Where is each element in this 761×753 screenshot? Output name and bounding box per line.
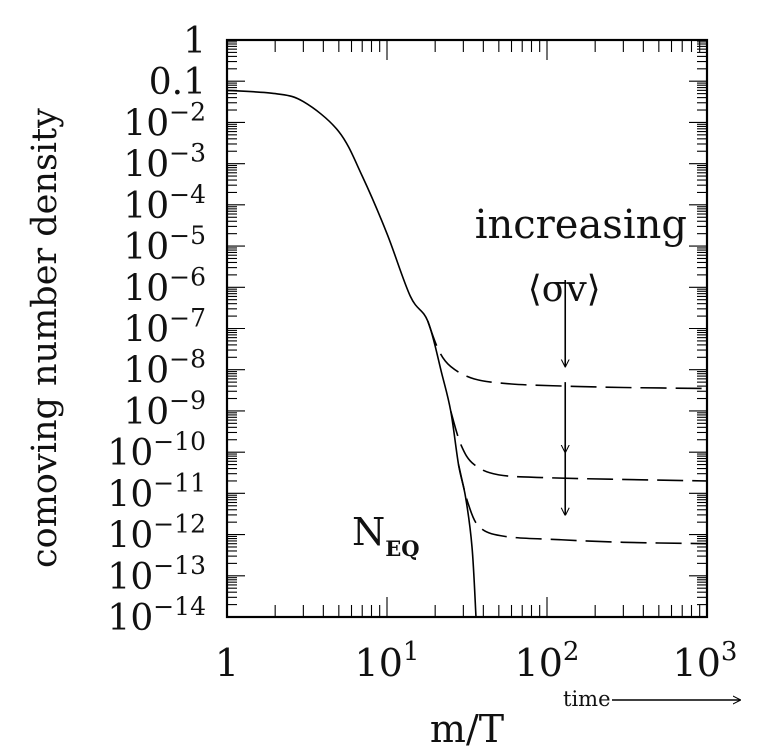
y-tick-label: 10−5 xyxy=(123,221,206,268)
y-tick-label: 10−9 xyxy=(123,386,206,433)
x-axis-label: m/T xyxy=(430,707,504,751)
neq-label: NEQ xyxy=(352,510,420,561)
x-tick-labels: 1 101 102 103 xyxy=(215,637,738,685)
y-tick-label: 10−7 xyxy=(123,304,206,351)
sigma-v-label: ⟨σv⟩ xyxy=(528,269,601,310)
y-tick-label: 10−2 xyxy=(123,97,206,144)
x-tick-label: 101 xyxy=(355,637,420,685)
y-tick-label: 10−12 xyxy=(107,510,206,557)
y-tick-label: 1 xyxy=(183,21,206,62)
y-tick-label: 10−6 xyxy=(123,262,206,309)
y-tick-label: 10−8 xyxy=(123,345,206,392)
equilibrium-curve xyxy=(226,89,477,618)
y-tick-label: 0.1 xyxy=(149,62,206,103)
x-tick-label: 103 xyxy=(673,637,738,685)
freeze-out-curve-2 xyxy=(449,410,708,482)
annotation-group: increasing ⟨σv⟩ NEQ xyxy=(352,202,687,561)
y-tick-label: 10−11 xyxy=(107,468,206,515)
y-tick-label: 10−14 xyxy=(107,592,206,639)
freeze-out-curve-1 xyxy=(427,320,708,390)
y-minor-ticks xyxy=(227,41,707,618)
y-tick-label: 10−10 xyxy=(107,427,206,474)
y-tick-label: 10−13 xyxy=(107,551,206,598)
time-label: time xyxy=(563,687,611,711)
x-tick-label: 102 xyxy=(515,637,580,685)
y-tick-label: 10−3 xyxy=(123,139,206,186)
increasing-label: increasing xyxy=(475,202,687,248)
plot-frame xyxy=(225,38,709,619)
x-minor-ticks xyxy=(226,40,701,617)
series-group xyxy=(226,89,708,618)
y-axis-label: comoving number density xyxy=(25,108,65,568)
x-tick-label: 1 xyxy=(215,641,239,685)
y-tick-labels: 10.110−210−310−410−510−610−710−810−910−1… xyxy=(107,21,206,639)
y-tick-label: 10−4 xyxy=(123,180,206,227)
freeze-out-curve-3 xyxy=(457,464,708,545)
